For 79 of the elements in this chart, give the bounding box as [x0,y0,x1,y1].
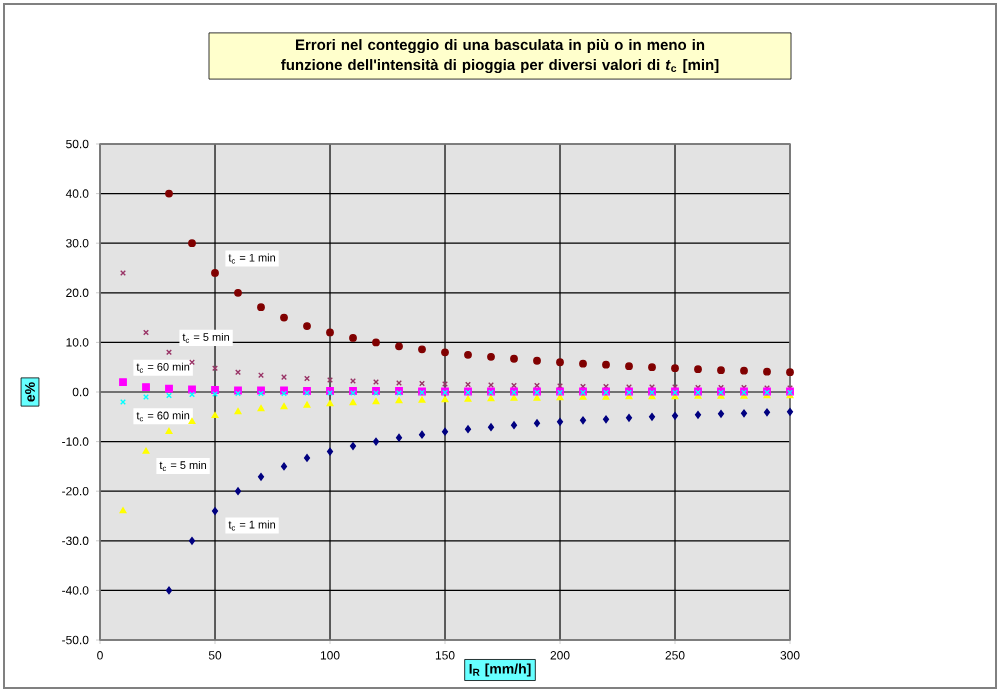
point [694,410,702,419]
point [556,417,564,426]
point [211,507,219,515]
point [280,402,288,410]
point [740,366,748,375]
point [487,395,495,402]
point [165,384,173,393]
point [234,407,242,415]
point [441,348,449,357]
point [717,409,725,418]
point [119,507,127,514]
point [556,394,564,401]
point [234,288,242,297]
point [395,397,403,404]
point [464,395,472,402]
point [280,462,288,471]
point [326,447,334,456]
point [441,427,449,436]
point [602,360,610,369]
point [142,383,150,391]
point [740,409,748,418]
point [510,421,518,430]
point [303,401,311,408]
point [625,413,633,422]
point [533,356,541,365]
point [349,442,357,450]
point [648,363,656,372]
point [142,447,150,454]
point [763,408,771,417]
point [188,239,196,248]
point [510,394,518,401]
point [372,338,380,347]
point [349,399,357,406]
point [188,417,196,425]
point [303,454,311,462]
point [165,586,173,595]
point [487,352,495,361]
point [648,412,656,421]
point [556,358,564,367]
point [487,423,495,432]
point [119,378,127,386]
point [303,322,311,330]
point [579,359,587,368]
point [326,328,334,337]
point [418,345,426,354]
point [211,269,219,277]
point [257,303,265,312]
point [418,430,426,439]
point [234,487,242,496]
point [694,365,702,374]
point [395,433,403,442]
point [717,366,725,375]
point [671,364,679,373]
point [395,342,403,351]
point [671,411,679,420]
point [464,425,472,434]
point [349,334,357,342]
point [372,437,380,446]
point [786,368,794,377]
point [533,394,541,401]
point [464,350,472,359]
point [418,396,426,403]
point [510,354,518,363]
point [280,313,288,322]
point [257,404,265,412]
point [763,367,771,376]
point [326,400,334,407]
point [602,415,610,424]
point [372,398,380,405]
point [165,427,173,434]
point [441,396,449,403]
point [257,472,265,481]
point [211,411,219,419]
point [188,536,196,545]
point [786,407,794,416]
point [533,419,541,428]
point [625,362,633,371]
point [165,189,173,198]
point [579,416,587,425]
